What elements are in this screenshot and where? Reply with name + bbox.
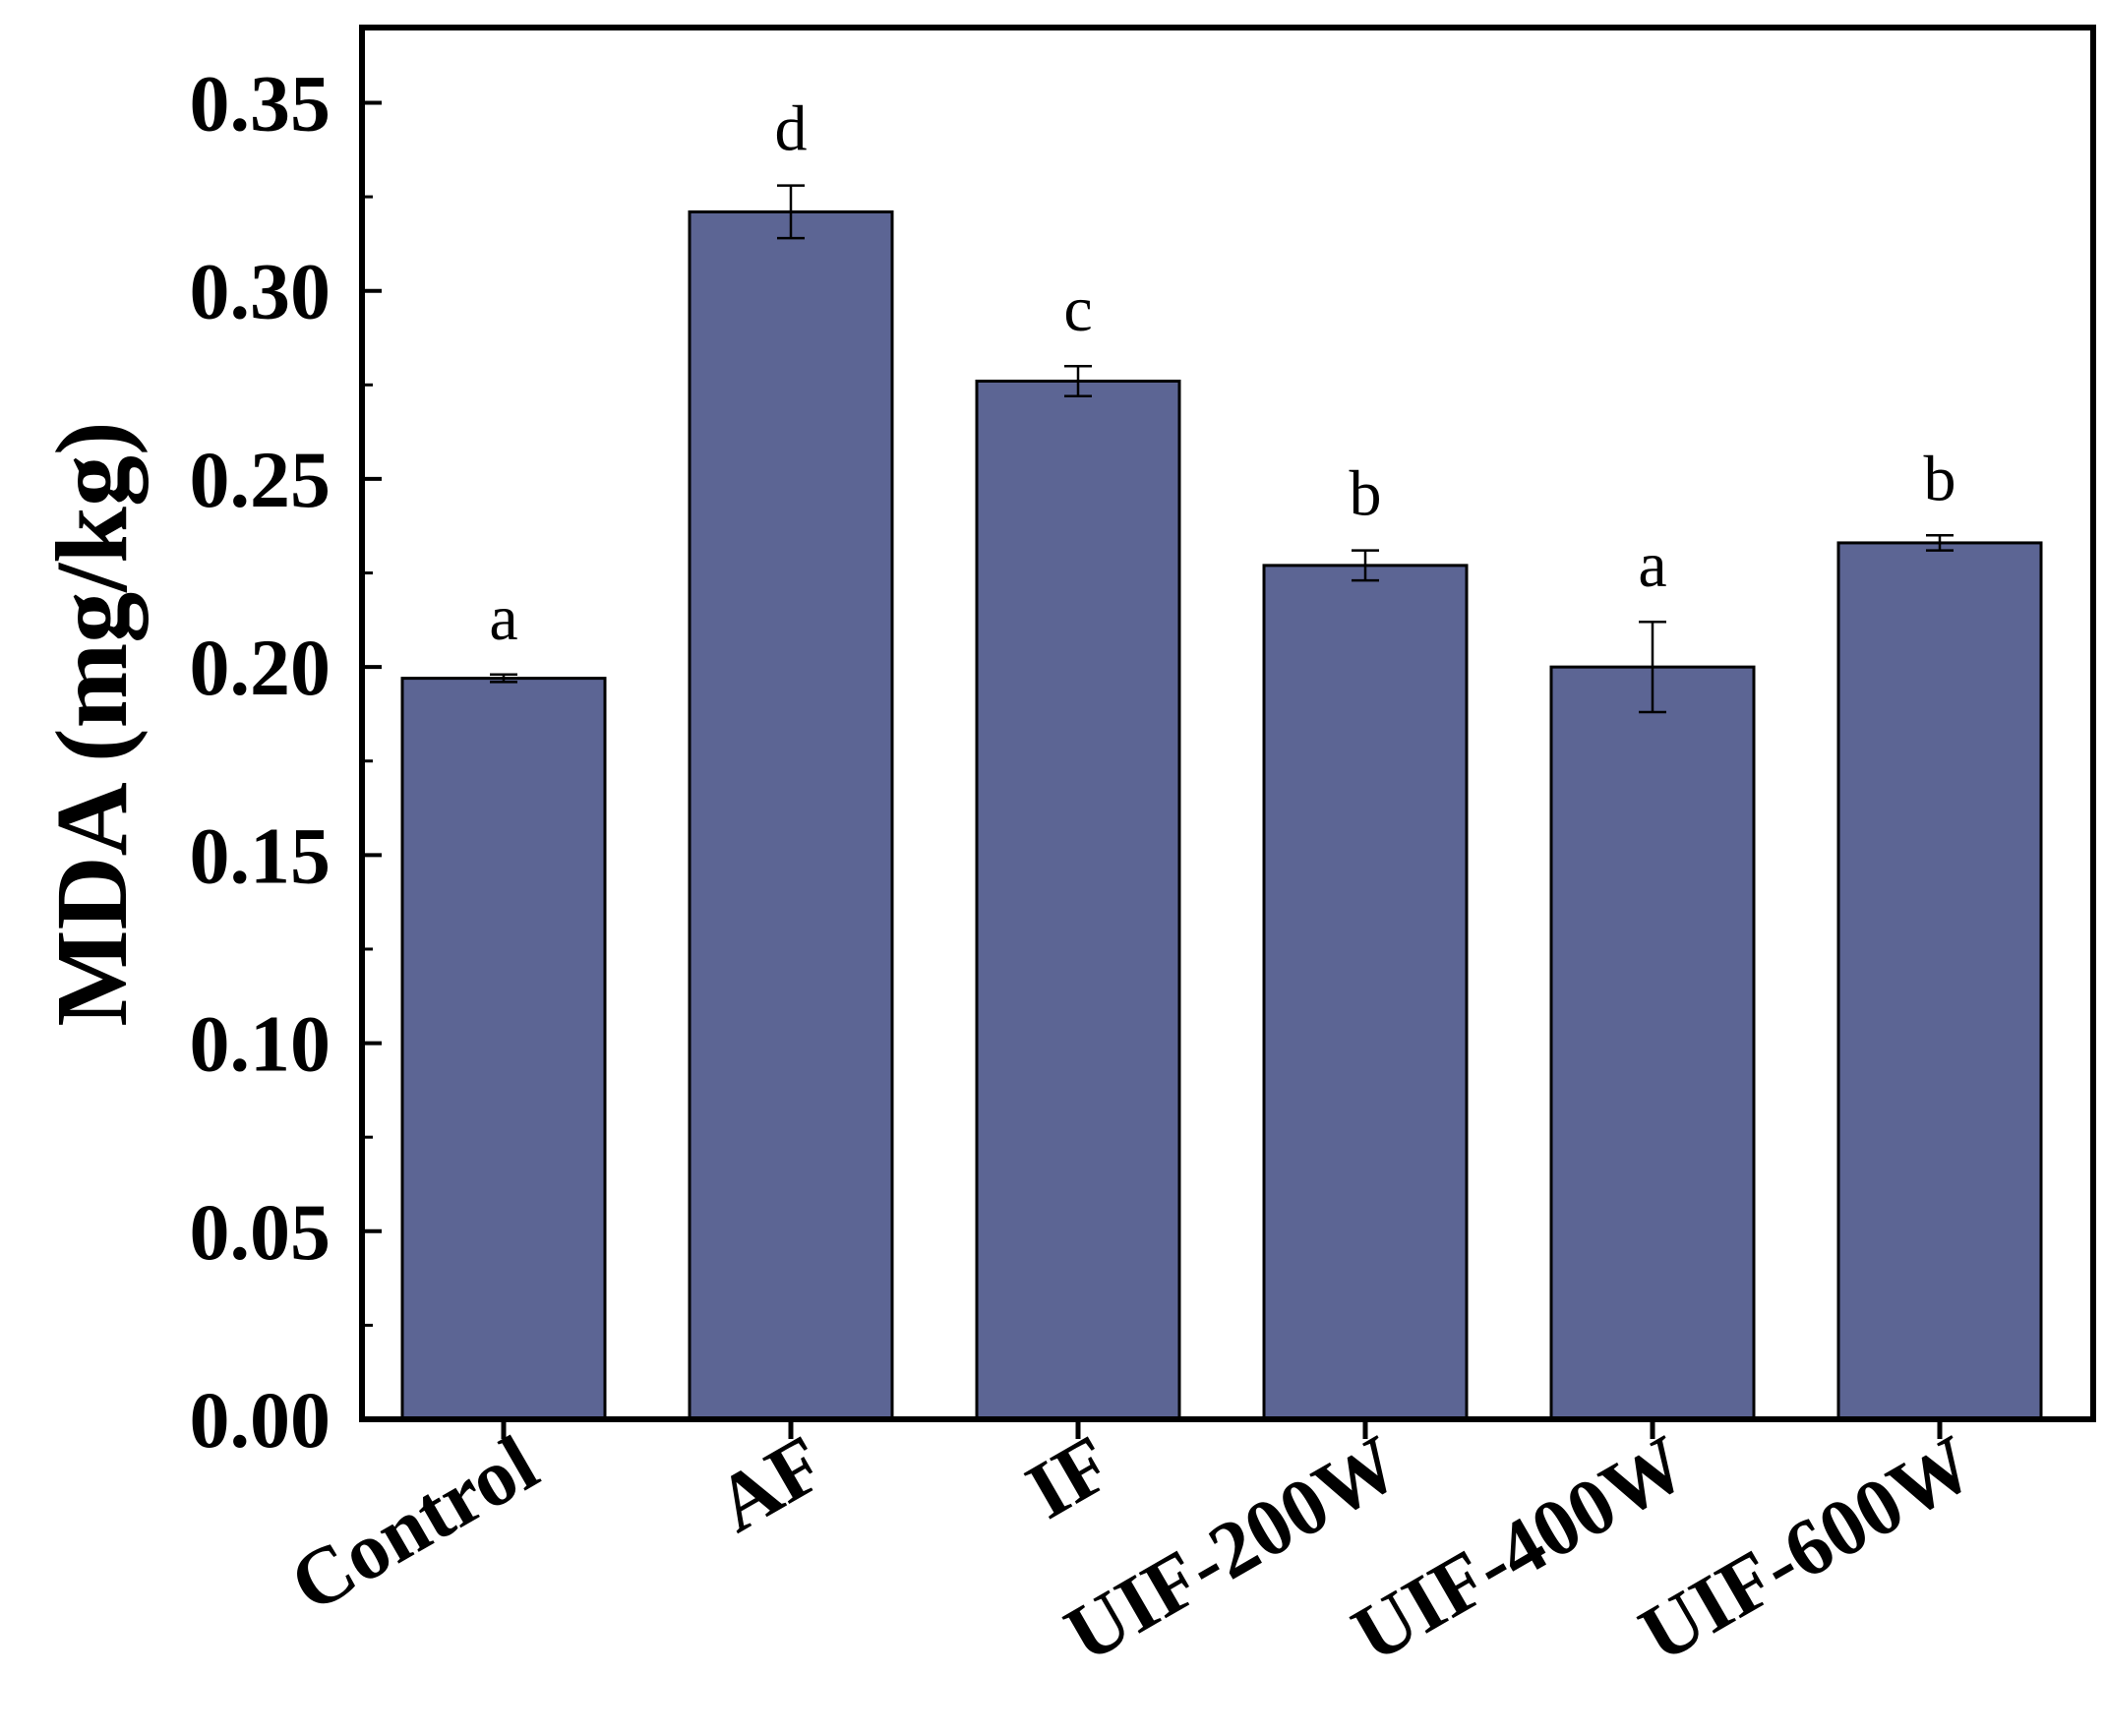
bars-layer: [400, 210, 2043, 1421]
significance-label: a: [1638, 529, 1666, 601]
error-bars-layer: [490, 184, 1954, 714]
y-tick-label: 0.35: [190, 58, 331, 148]
bar-uif-200w: [1262, 564, 1469, 1421]
y-tick-label: 0.25: [190, 435, 331, 524]
significance-labels-layer: a d c b a b: [489, 93, 1955, 654]
error-bar-control: [490, 673, 517, 684]
plot-frame: [359, 25, 2096, 1422]
y-tick-label: 0.20: [190, 623, 331, 712]
bar-uif-600w: [1836, 541, 2043, 1421]
error-bar-uif-400w: [1639, 620, 1666, 714]
x-tick-label: IF: [1011, 1418, 1126, 1536]
significance-label: b: [1350, 458, 1382, 530]
bar-af: [688, 210, 894, 1421]
significance-label: a: [489, 582, 517, 654]
y-axis: 0.00 0.05 0.10 0.15 0.20 0.25 0.30 0.35: [190, 58, 382, 1465]
significance-label: d: [775, 93, 808, 165]
bar-if: [975, 379, 1181, 1421]
error-bar-if: [1064, 364, 1092, 398]
bar-control: [400, 677, 607, 1421]
significance-label: c: [1063, 273, 1092, 345]
y-tick-label: 0.30: [190, 247, 331, 336]
significance-label: b: [1924, 443, 1956, 514]
error-bar-af: [777, 184, 805, 240]
y-axis-title: MDA (mg/kg): [35, 421, 149, 1026]
error-bar-uif-200w: [1352, 549, 1379, 582]
y-tick-label: 0.15: [190, 810, 331, 900]
x-tick-label: AF: [701, 1418, 839, 1549]
x-tick-label: UIF-600W: [1625, 1418, 1988, 1680]
y-tick-label: 0.05: [190, 1187, 331, 1277]
bar-uif-400w: [1549, 665, 1756, 1421]
error-bar-uif-600w: [1926, 534, 1954, 552]
y-tick-label: 0.00: [190, 1375, 331, 1465]
y-tick-label: 0.10: [190, 999, 331, 1089]
